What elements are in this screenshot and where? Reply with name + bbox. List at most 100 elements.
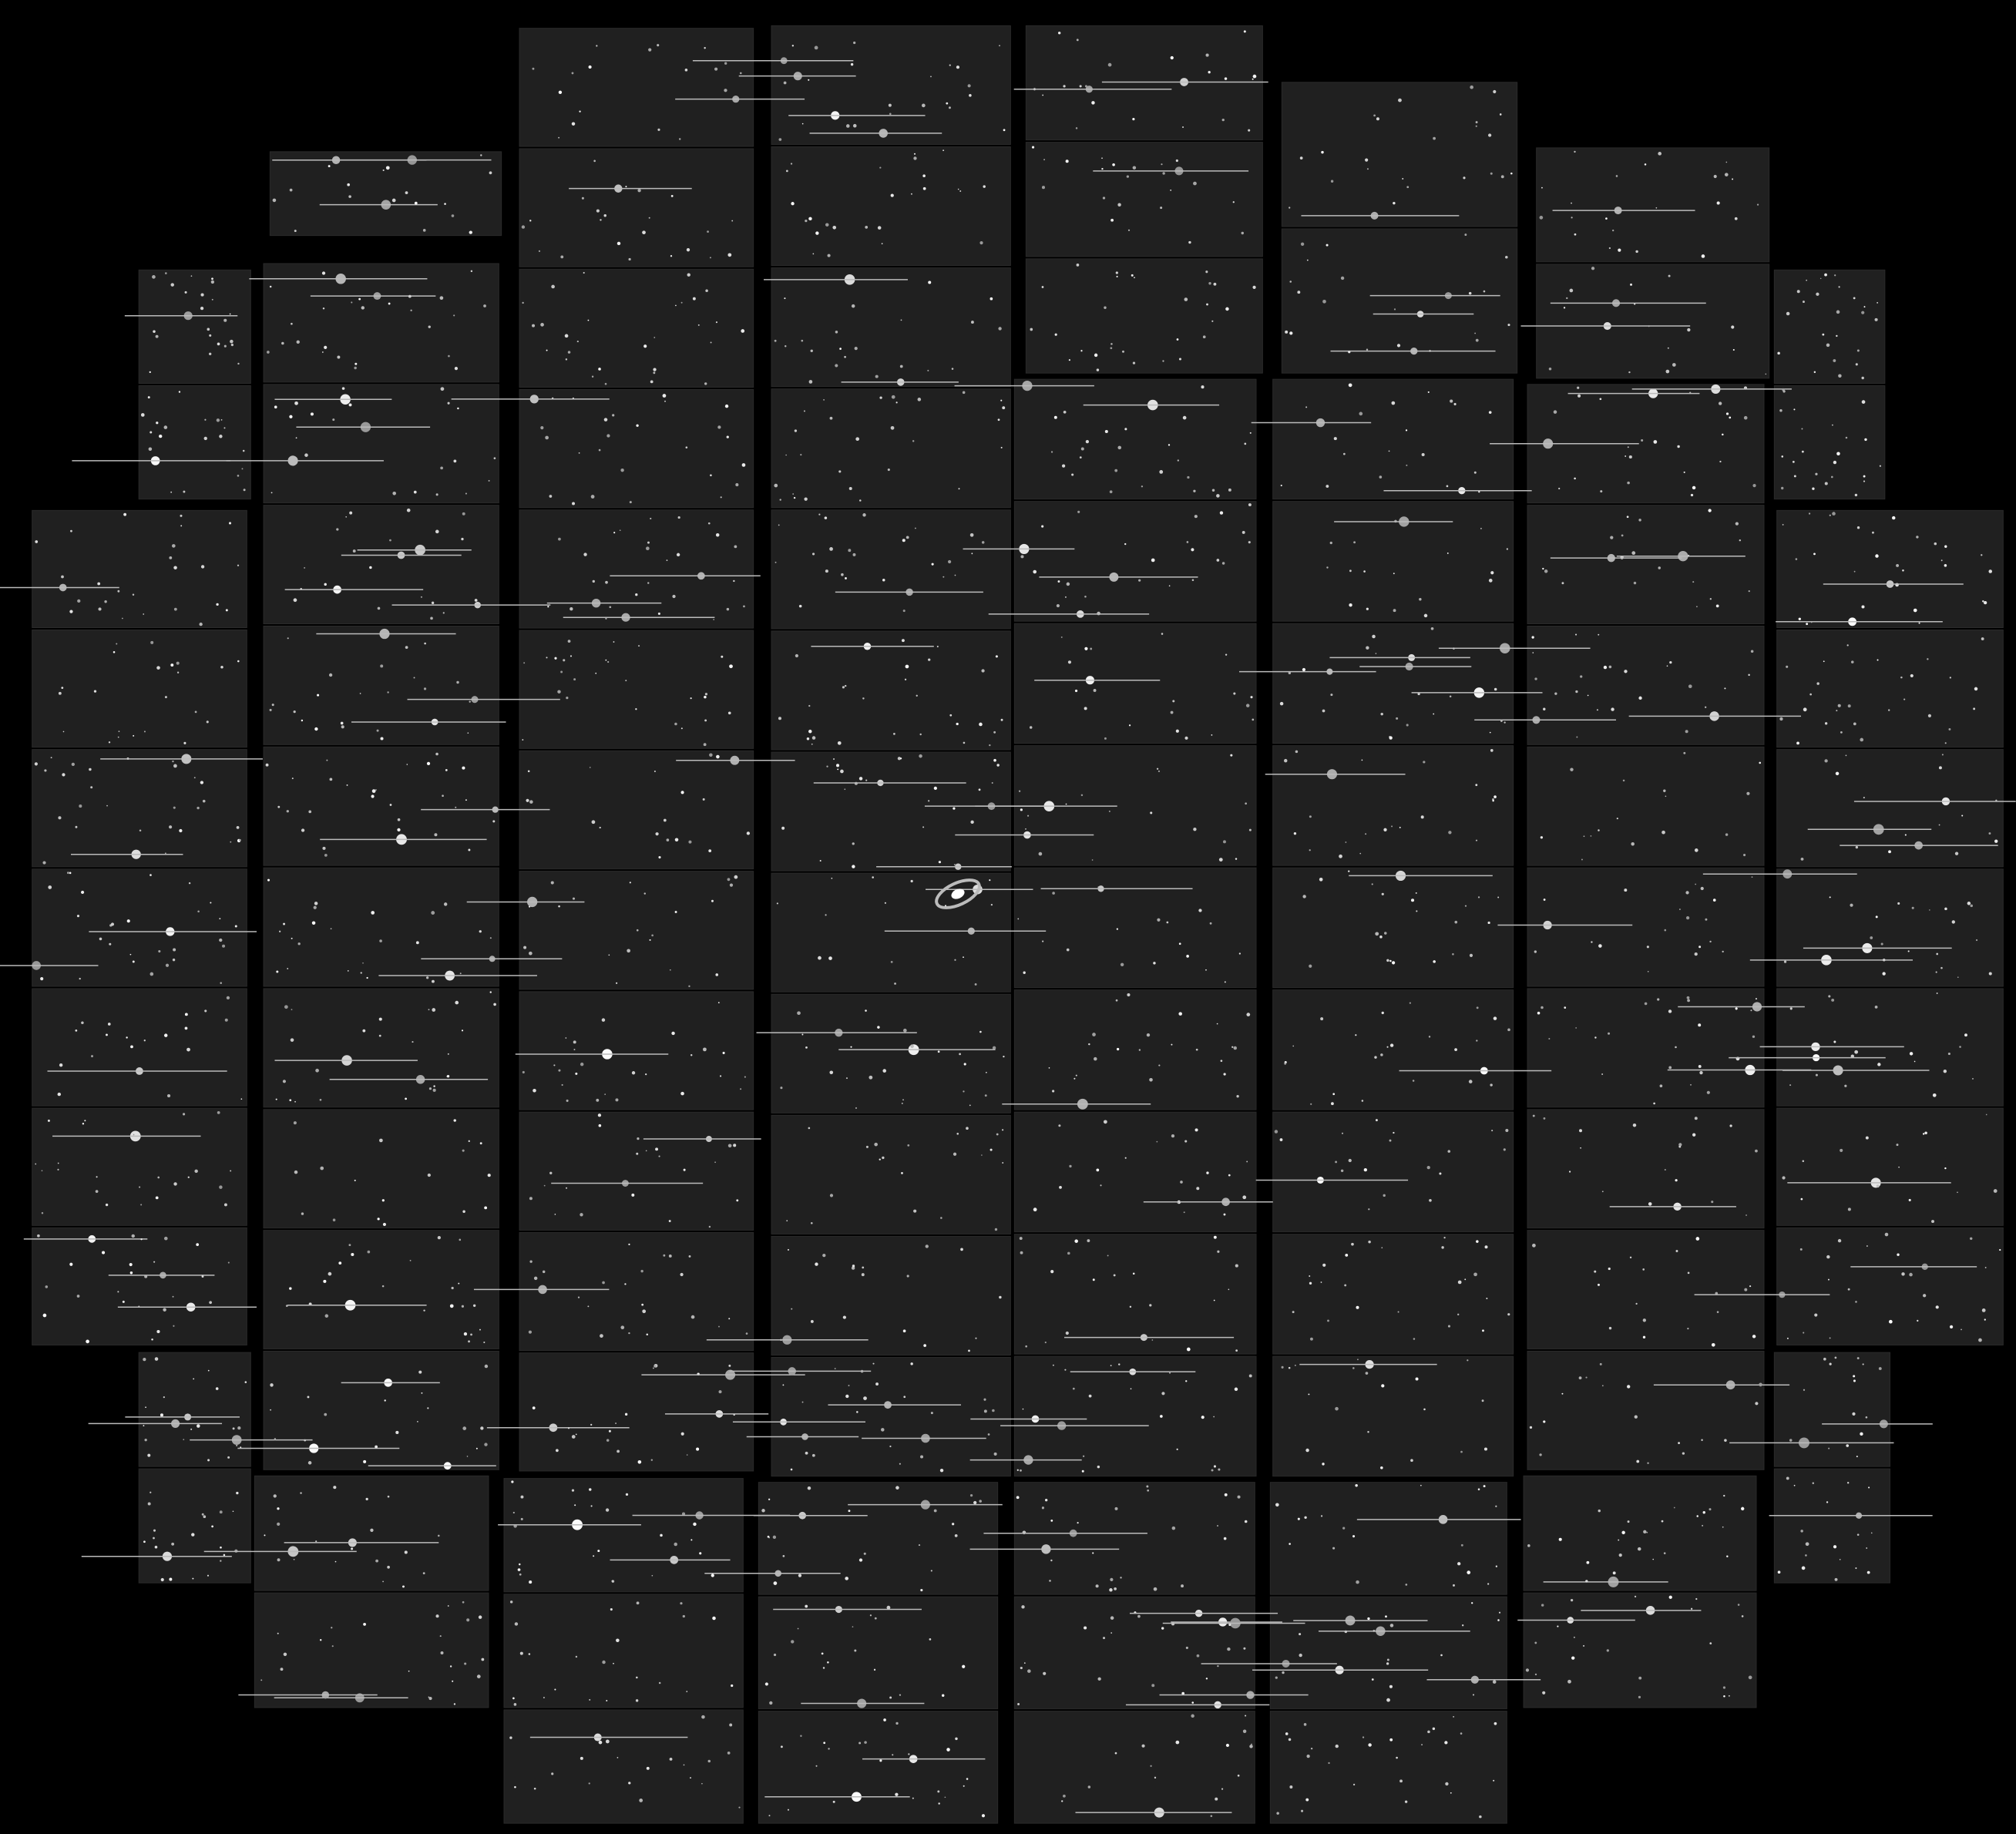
star (1917, 1320, 1918, 1322)
star (1702, 1525, 1703, 1527)
star (1116, 999, 1118, 1002)
star (224, 1203, 227, 1206)
star (1738, 1604, 1740, 1606)
star (1225, 307, 1229, 311)
star (971, 321, 974, 324)
star (519, 1564, 521, 1566)
star (1332, 1547, 1335, 1550)
star (1345, 1631, 1347, 1633)
star (989, 879, 990, 881)
star (848, 1510, 851, 1512)
star (774, 1654, 776, 1656)
star (878, 226, 882, 230)
star (361, 306, 365, 309)
star (164, 1033, 167, 1036)
star (671, 1032, 674, 1035)
star (1877, 302, 1878, 304)
star (588, 320, 590, 321)
star (79, 804, 82, 808)
star (1490, 173, 1493, 175)
star (475, 599, 478, 602)
star (1103, 1637, 1105, 1639)
star (1332, 1093, 1335, 1095)
star (332, 1645, 334, 1647)
star (1725, 833, 1728, 835)
star (312, 921, 316, 925)
star (51, 757, 52, 758)
star (220, 1560, 221, 1561)
star (900, 757, 902, 759)
star (1607, 1649, 1609, 1651)
star (267, 351, 270, 354)
star (1532, 652, 1534, 653)
star (627, 949, 630, 952)
star (808, 730, 812, 734)
star (1336, 1745, 1339, 1748)
star (333, 1218, 336, 1221)
star (996, 1134, 999, 1136)
star (1177, 338, 1179, 341)
star (1372, 1678, 1374, 1681)
star (358, 298, 361, 301)
star (1250, 696, 1252, 698)
ccd (1014, 502, 1256, 621)
star (1669, 661, 1672, 663)
star (1927, 658, 1928, 660)
star (562, 1084, 563, 1086)
star (163, 1308, 166, 1311)
star (1657, 998, 1659, 1000)
star (492, 820, 495, 822)
star (805, 1046, 808, 1049)
star (183, 742, 186, 744)
star (1474, 333, 1476, 334)
ccd (32, 1108, 247, 1225)
star (1169, 585, 1171, 586)
star (975, 1338, 976, 1339)
star (277, 1633, 279, 1634)
star (173, 959, 175, 961)
star (1815, 473, 1817, 475)
star (1127, 175, 1129, 177)
star (822, 1254, 825, 1257)
star (984, 1409, 987, 1412)
star (1580, 1147, 1581, 1149)
star (955, 575, 956, 576)
star (1365, 833, 1366, 835)
star (1675, 1250, 1678, 1252)
star (520, 1652, 523, 1655)
star (686, 1691, 687, 1692)
star (658, 613, 660, 615)
star (1372, 883, 1373, 885)
star (1469, 292, 1472, 295)
star (879, 166, 881, 168)
star (1731, 325, 1734, 328)
star (193, 1379, 194, 1380)
star (605, 581, 608, 584)
star (1784, 960, 1786, 962)
star (410, 1260, 412, 1261)
star (714, 1161, 716, 1163)
star (476, 1448, 478, 1449)
star (1897, 902, 1900, 905)
star (596, 45, 597, 46)
star (1900, 677, 1903, 679)
star (650, 380, 654, 383)
star (1094, 354, 1097, 357)
star (1846, 755, 1847, 757)
star (1486, 1298, 1487, 1299)
star (549, 1172, 552, 1174)
star (86, 1340, 89, 1344)
star (1233, 693, 1235, 695)
star (1094, 1057, 1097, 1061)
star (1127, 993, 1130, 996)
star (1059, 1186, 1062, 1189)
star (815, 1262, 818, 1265)
star (427, 762, 430, 765)
star (1489, 411, 1492, 414)
star (490, 937, 492, 939)
star (349, 512, 352, 515)
star (887, 1606, 891, 1610)
star (159, 435, 162, 438)
star (1294, 832, 1296, 835)
star (1052, 1090, 1054, 1092)
